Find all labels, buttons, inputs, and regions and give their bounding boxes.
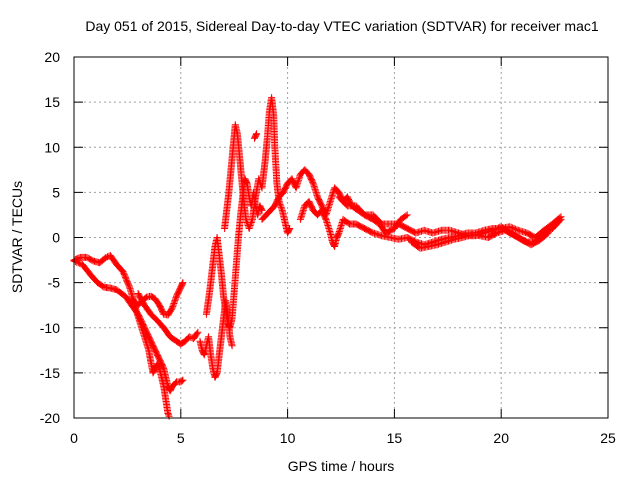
data-markers (128, 295, 173, 420)
y-tick-label: -15 (40, 365, 60, 381)
data-markers (70, 252, 187, 319)
data-track (134, 290, 202, 348)
x-tick-label: 25 (600, 430, 616, 446)
data-track (128, 295, 173, 420)
data-markers (134, 290, 202, 348)
data-markers (196, 297, 236, 381)
data-markers (70, 257, 187, 395)
y-tick-label: 15 (44, 94, 60, 110)
chart-title: Day 051 of 2015, Sidereal Day-to-day VTE… (85, 18, 598, 34)
data-track (251, 130, 261, 142)
y-tick-label: 10 (44, 139, 60, 155)
y-tick-label: -10 (40, 320, 60, 336)
data-track (70, 257, 187, 395)
y-axis-label: SDTVAR / TECUs (9, 181, 25, 293)
data-markers (408, 226, 552, 252)
x-tick-label: 0 (70, 430, 78, 446)
data-track (196, 297, 236, 381)
plot-series (70, 94, 565, 420)
x-axis-label: GPS time / hours (288, 458, 395, 474)
axis-ticks (73, 56, 609, 419)
data-track (70, 252, 187, 319)
y-tick-label: -5 (48, 275, 61, 291)
data-markers (221, 94, 294, 237)
data-track (221, 94, 294, 237)
x-tick-label: 15 (387, 430, 403, 446)
y-tick-label: 0 (52, 230, 60, 246)
data-markers (251, 130, 261, 142)
y-axis-tick-labels: -20 -15 -10 -5 0 5 10 15 20 (40, 49, 60, 426)
x-tick-label: 20 (493, 430, 509, 446)
y-tick-label: -20 (40, 410, 60, 426)
y-tick-label: 20 (44, 49, 60, 65)
x-tick-label: 10 (280, 430, 296, 446)
data-track (408, 226, 552, 252)
x-axis-tick-labels: 0 5 10 15 20 25 (70, 430, 616, 446)
x-tick-label: 5 (177, 430, 185, 446)
y-tick-label: 5 (52, 184, 60, 200)
